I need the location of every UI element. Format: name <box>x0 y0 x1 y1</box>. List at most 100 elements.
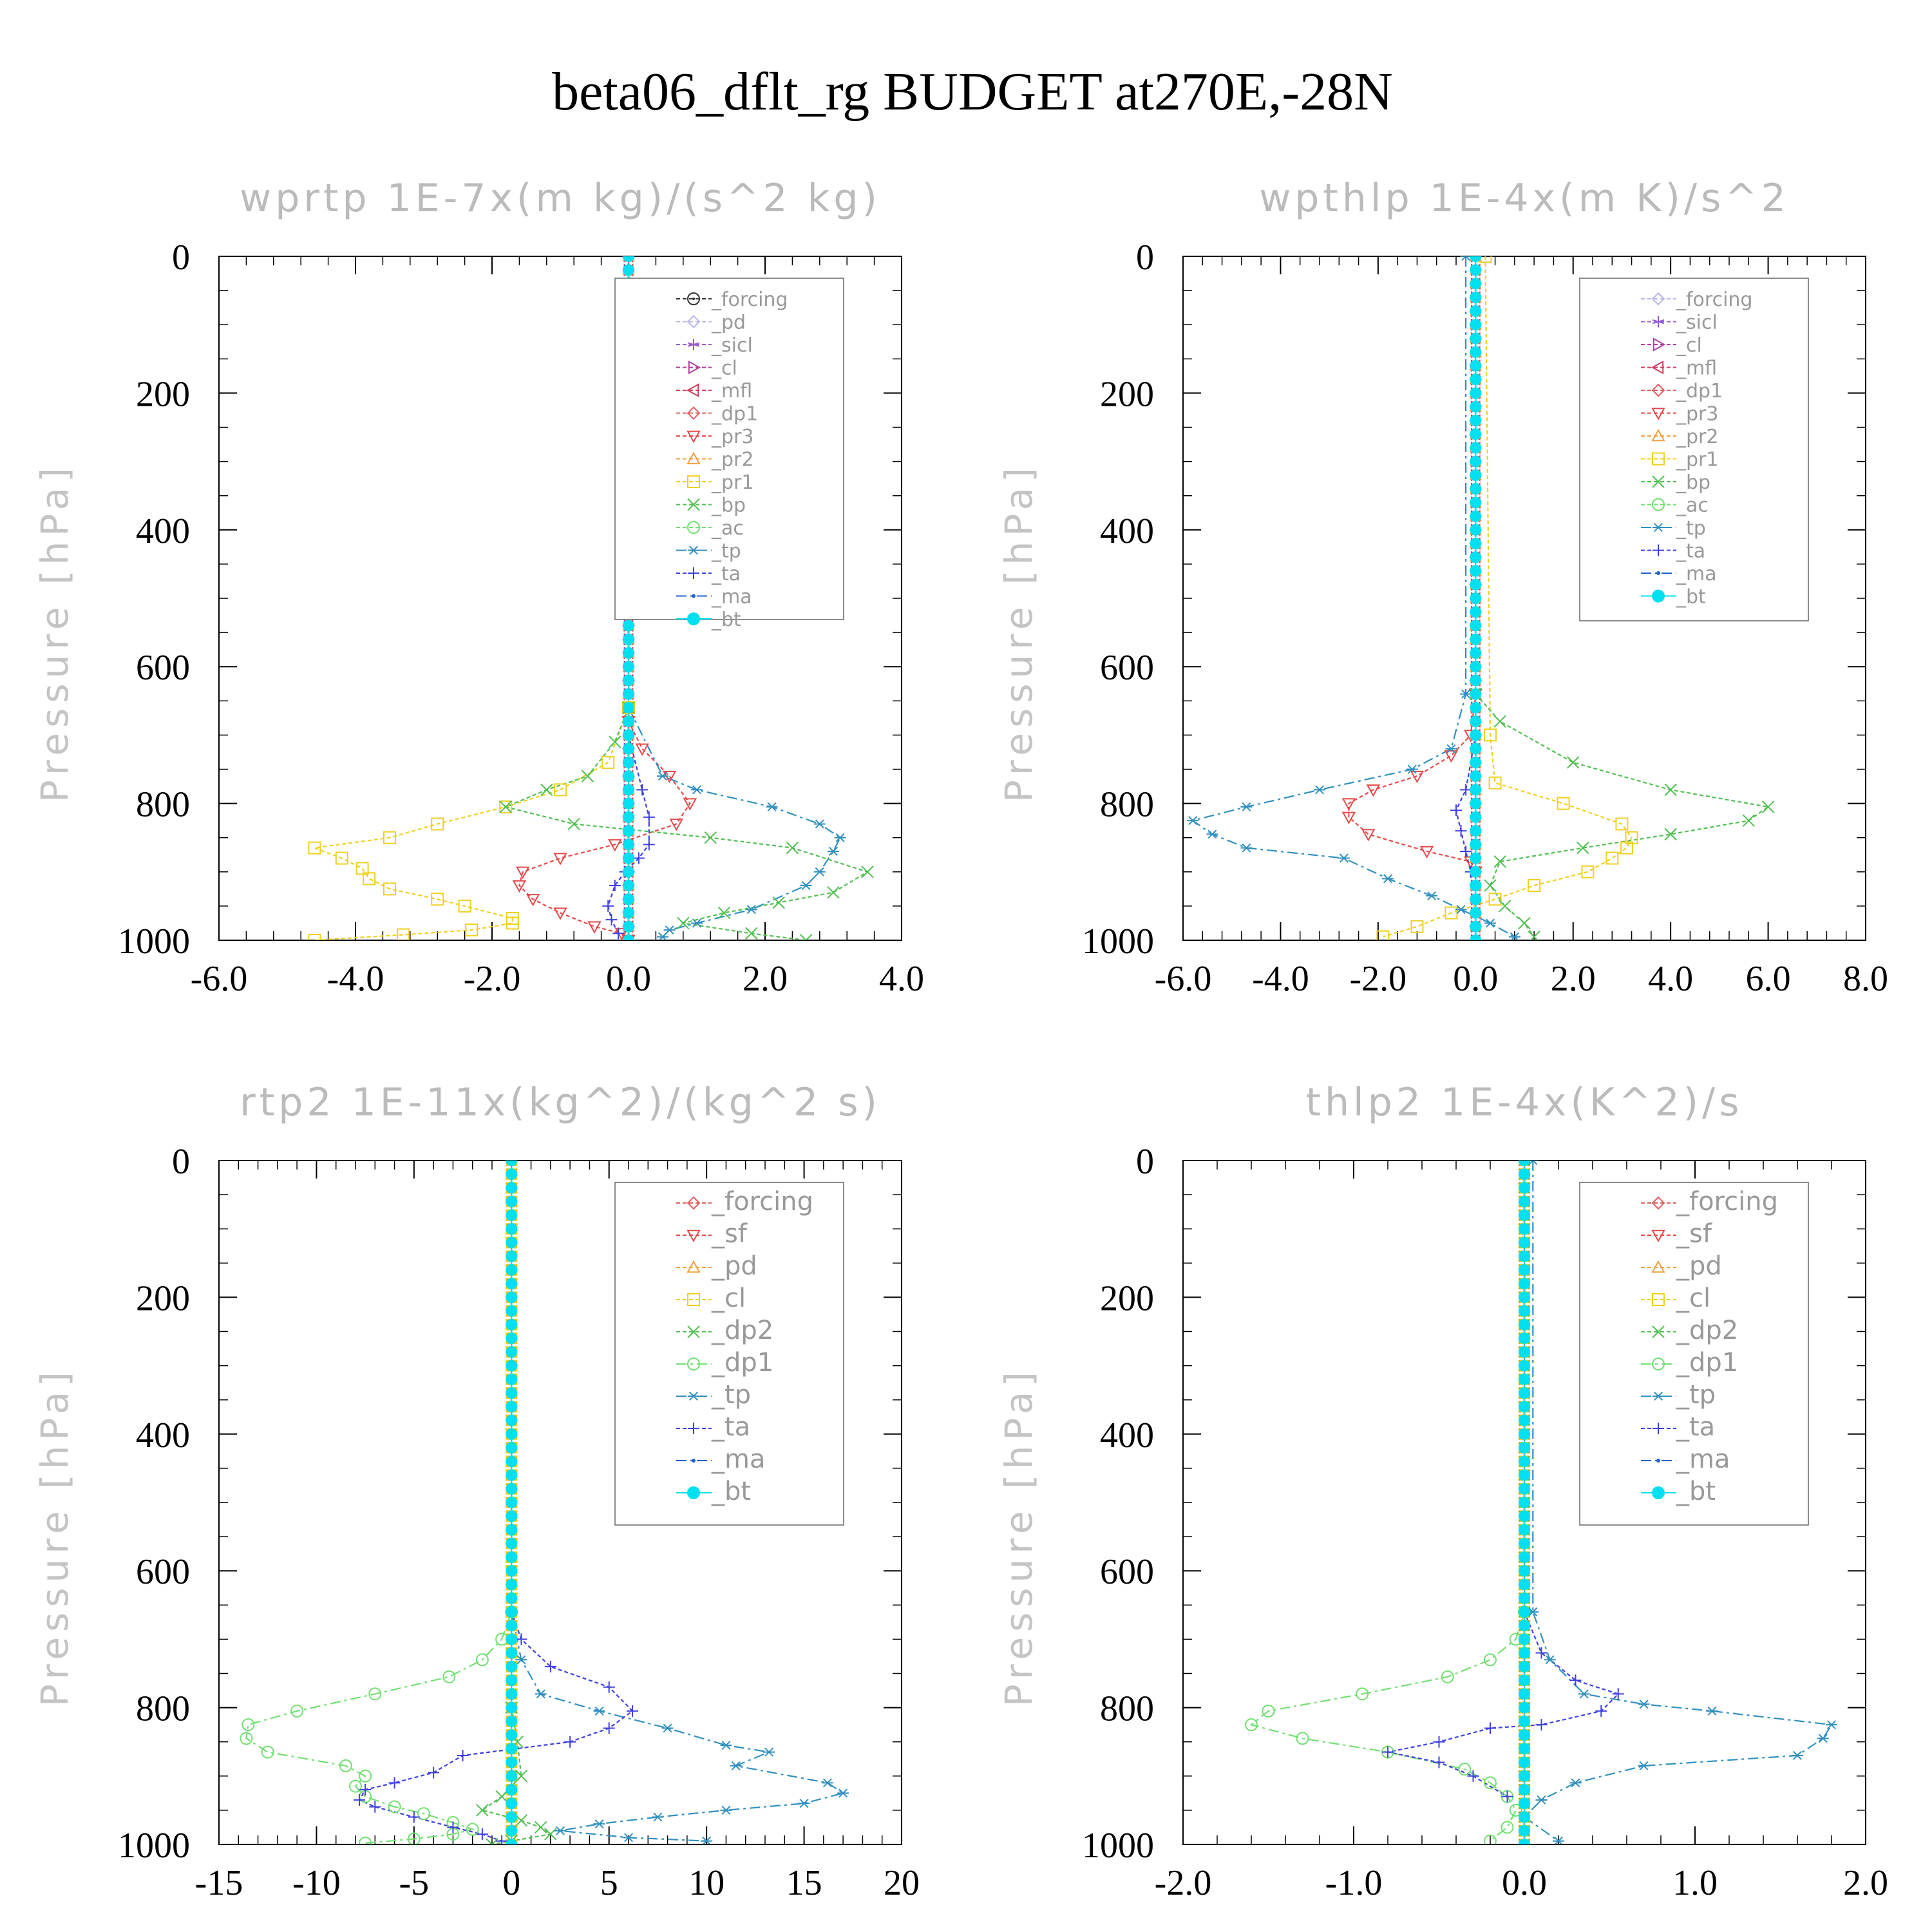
data-point <box>354 1794 366 1806</box>
y-tick-label: 0 <box>172 238 190 278</box>
data-point <box>1638 1700 1650 1709</box>
legend-marker <box>1652 452 1665 466</box>
data-point <box>506 1332 518 1345</box>
data-point <box>1518 916 1531 930</box>
legend-label: _tp <box>711 540 741 563</box>
legend-item-sicl: _sicl <box>1641 312 1718 334</box>
x-tick-label: 8.0 <box>1843 959 1888 999</box>
legend-marker <box>1653 1423 1664 1434</box>
data-point <box>1450 804 1462 817</box>
data-point <box>623 729 634 741</box>
data-point <box>1519 1620 1530 1632</box>
data-point <box>683 798 697 811</box>
legend-marker <box>687 1486 700 1499</box>
data-point <box>544 1660 556 1672</box>
data-point <box>623 756 634 768</box>
series-markers-tp <box>1187 256 1520 940</box>
legend-label: _bt <box>1676 1477 1716 1506</box>
legend-marker <box>1652 1358 1665 1370</box>
data-point <box>623 688 634 700</box>
data-point <box>1433 1756 1445 1768</box>
legend-marker <box>687 292 700 305</box>
data-point <box>383 882 396 896</box>
series-line-pr3 <box>1348 694 1477 873</box>
data-point <box>506 1537 518 1549</box>
data-point <box>408 1811 420 1823</box>
data-point <box>772 896 785 909</box>
data-point <box>1460 689 1472 699</box>
data-point <box>623 893 634 905</box>
data-point <box>1519 1359 1530 1372</box>
data-point <box>1519 1160 1530 1166</box>
x-tick-label: -1.0 <box>1325 1863 1383 1903</box>
data-point <box>623 838 634 851</box>
data-point <box>1470 838 1482 851</box>
data-point <box>359 1769 372 1783</box>
data-point <box>506 1688 518 1700</box>
data-point <box>1569 1778 1582 1788</box>
data-point <box>623 1833 634 1842</box>
data-point <box>1620 841 1633 855</box>
data-point <box>1470 497 1482 509</box>
data-point <box>1519 1291 1530 1303</box>
data-point <box>608 839 622 852</box>
legend-label: _cl <box>711 357 737 380</box>
data-point <box>1519 1674 1530 1687</box>
data-point <box>475 1653 489 1667</box>
data-point <box>623 852 634 864</box>
series-line-ta <box>1387 1611 1620 1797</box>
legend-item-ma: _ma <box>676 586 752 609</box>
legend-item-ta: _ta <box>1641 1412 1715 1442</box>
data-point <box>623 866 634 878</box>
data-point <box>1470 688 1482 700</box>
legend-item-dp1: _dp1 <box>676 1348 773 1378</box>
legend-label: _pd <box>1676 1251 1722 1281</box>
data-point <box>1467 1770 1479 1782</box>
data-point <box>1470 455 1482 468</box>
legend-label: _ta <box>1676 1412 1715 1442</box>
series-markers-bt <box>1470 256 1482 940</box>
data-point <box>506 1784 518 1796</box>
legend-item-bt: _bt <box>1641 1477 1716 1506</box>
legend-label: _dp1 <box>1676 380 1723 402</box>
data-point <box>601 755 615 769</box>
y-tick-label: 600 <box>1100 648 1154 688</box>
data-point <box>1519 1482 1530 1495</box>
data-point <box>506 1250 518 1262</box>
y-tick-label: 800 <box>1100 785 1154 825</box>
data-point <box>1519 1250 1530 1262</box>
legend-marker <box>1651 1260 1665 1273</box>
y-tick-label: 400 <box>1100 511 1154 551</box>
data-point <box>1519 1195 1530 1208</box>
data-point <box>1470 510 1482 522</box>
data-point <box>1470 811 1482 823</box>
series-line-ta <box>1455 735 1477 873</box>
data-point <box>506 1387 518 1399</box>
legend-marker <box>1652 316 1665 328</box>
chart-panel-3: rtp2 1E-11x(kg^2)/(kg^2 s) Pressure [hPa]… <box>33 1080 920 1903</box>
data-point <box>587 921 601 934</box>
data-point <box>506 1318 518 1331</box>
data-point <box>383 831 396 844</box>
data-point <box>581 770 594 782</box>
data-point <box>506 1633 518 1645</box>
series-line-dp1 <box>1249 1611 1526 1842</box>
data-point <box>1527 1160 1539 1166</box>
data-point <box>242 1718 255 1732</box>
chart-panel-1: wprtp 1E-7x(m kg)/(s^2 kg) Pressure [hPa]… <box>33 176 924 999</box>
data-point <box>1426 891 1438 900</box>
legend-item-pd: _pd <box>676 312 746 334</box>
legend-marker <box>687 612 700 625</box>
data-point <box>827 886 840 899</box>
legend-item-forcing: _forcing <box>1641 289 1752 311</box>
data-point <box>623 825 634 837</box>
x-tick-label: 0.0 <box>1502 1863 1547 1903</box>
legend-item-cl: _cl <box>1641 1283 1710 1313</box>
data-point <box>1519 1660 1530 1672</box>
data-point <box>506 1811 518 1823</box>
data-point <box>1460 256 1472 261</box>
data-point <box>1638 1761 1650 1770</box>
data-point <box>828 846 839 856</box>
data-point <box>1577 841 1589 855</box>
data-point <box>1519 1305 1530 1317</box>
